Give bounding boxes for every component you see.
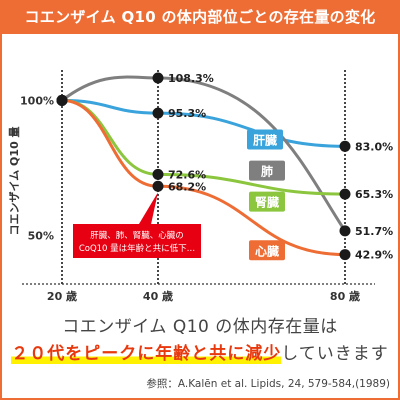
data-point-3-2: [339, 249, 351, 261]
series-label-1: 肺: [261, 164, 273, 179]
series-line-1: [61, 75, 347, 232]
x-tick-label-0: 20 歳: [47, 289, 77, 303]
caption-line-2: ２０代をピークに年齢と共に減少していきます: [0, 339, 400, 364]
data-point-3-1: [152, 180, 164, 192]
annotation-line-1: 肝臓、肺、腎臓、心臓の: [90, 230, 184, 241]
y-axis-label: コエンザイム Q10 量: [8, 126, 21, 235]
data-label-1-2: 51.7%: [355, 225, 393, 238]
x-tick-label-1: 40 歳: [143, 289, 173, 303]
series-label-box-2: [249, 191, 285, 212]
data-point-1-1: [152, 72, 164, 84]
data-label-3-2: 42.9%: [355, 249, 393, 262]
series-label-0: 肝臓: [253, 133, 277, 148]
data-label-2-2: 65.3%: [355, 188, 393, 201]
data-label-2-1: 72.6%: [168, 168, 206, 181]
series-label-box-3: [249, 240, 285, 261]
data-point-0-2: [339, 140, 351, 152]
series-label-box-1: [249, 160, 285, 181]
series-label-3: 心臓: [255, 243, 279, 258]
series-label-box-0: [247, 129, 283, 150]
data-label-0-1: 95.3%: [168, 107, 206, 120]
caption-highlight: ２０代をピークに年齢と共に減少: [11, 344, 282, 364]
annotation-box: [73, 224, 201, 258]
reference-citation: 参照：A.Kalēn et al. Lipids, 24, 579-584,(1…: [146, 378, 390, 390]
data-point-0-1: [152, 107, 164, 119]
data-point-2-1: [152, 168, 164, 180]
x-tick-label-2: 80 歳: [330, 289, 360, 303]
series-label-2: 腎臓: [255, 195, 279, 210]
y-tick-label-1: 50%: [28, 229, 54, 242]
caption-line-1: コエンザイム Q10 の体内存在量は: [62, 317, 338, 337]
data-point-2-2: [339, 188, 351, 200]
data-point-1-2: [339, 225, 351, 237]
caption-rest: していきます: [281, 344, 389, 364]
chart-title: コエンザイム Q10 の体内部位ごとの存在量の変化: [0, 0, 400, 34]
annotation-pointer: [136, 192, 158, 229]
data-point-3-0: [56, 94, 68, 106]
y-tick-label-0: 100%: [20, 94, 54, 107]
annotation-line-2: CoQ10 量は年齢と共に低下…: [79, 243, 195, 254]
data-label-1-1: 108.3%: [168, 72, 214, 85]
data-label-0-2: 83.0%: [355, 140, 393, 153]
data-label-3-1: 68.2%: [168, 180, 206, 193]
